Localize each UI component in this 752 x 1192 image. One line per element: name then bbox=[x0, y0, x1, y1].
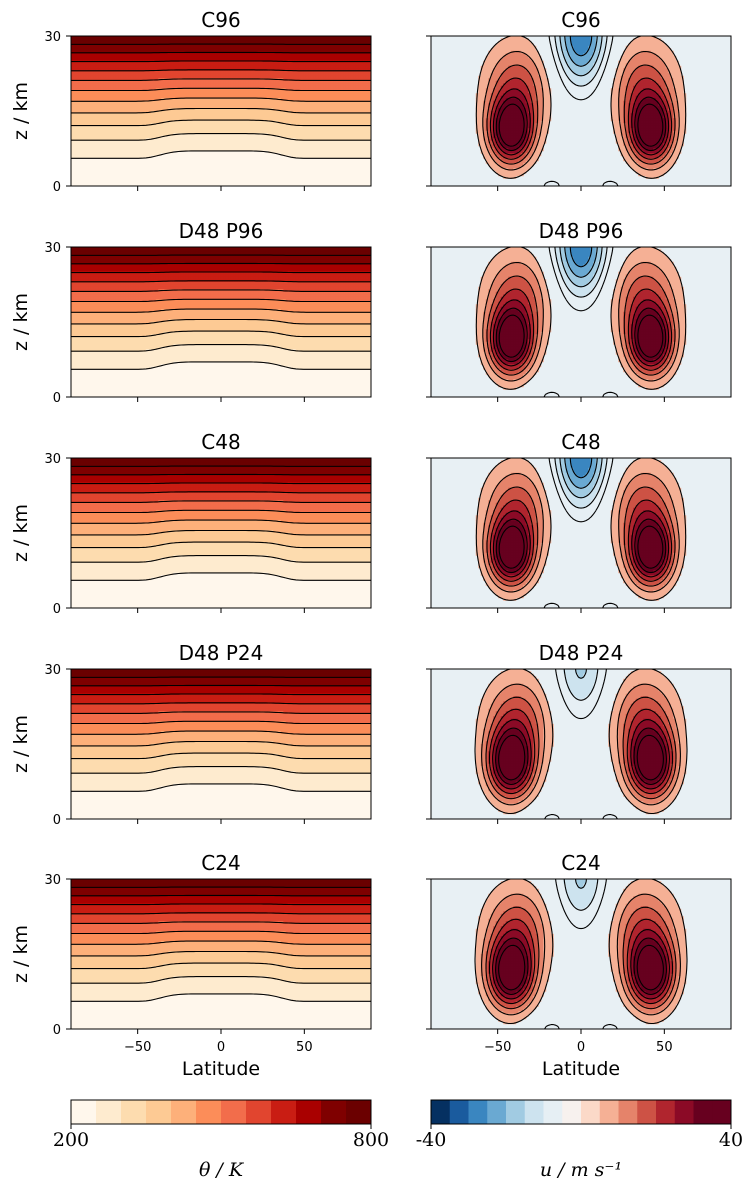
ytick-label: 30 bbox=[44, 241, 61, 256]
panel-title: C24 bbox=[201, 851, 240, 875]
colorbar-swatch bbox=[346, 1100, 372, 1124]
panel-theta-2: C48 30 0 z / km bbox=[10, 430, 372, 617]
panel-title: C96 bbox=[201, 8, 240, 32]
colorbar-max-label: 800 bbox=[353, 1129, 389, 1151]
x-axis-label: Latitude bbox=[542, 1058, 620, 1080]
colorbar-swatch bbox=[693, 1100, 713, 1124]
contour-lines bbox=[71, 886, 371, 1002]
colorbar-swatch bbox=[96, 1100, 122, 1124]
y-axis-label: z / km bbox=[10, 82, 32, 140]
colorbar-swatch bbox=[71, 1100, 97, 1124]
panel-theta-4: C24 30 0 z / km −50 0 50 Latitude bbox=[10, 851, 372, 1080]
contour-fill bbox=[431, 669, 731, 819]
ytick-label: 30 bbox=[44, 663, 61, 678]
contour-fill bbox=[71, 879, 371, 1029]
colorbar-swatch bbox=[637, 1100, 657, 1124]
colorbar-swatch bbox=[246, 1100, 272, 1124]
colorbar-swatch bbox=[543, 1100, 563, 1124]
contour-fill bbox=[431, 36, 731, 186]
xtick-label: 0 bbox=[577, 1040, 585, 1055]
contour-lines bbox=[474, 669, 688, 819]
x-axis-label: Latitude bbox=[182, 1058, 260, 1080]
colorbar-label: θ / K bbox=[199, 1159, 245, 1181]
colorbar-swatch bbox=[618, 1100, 638, 1124]
xtick-label: −50 bbox=[484, 1040, 511, 1055]
contour-fill bbox=[71, 458, 371, 608]
colorbar-swatch bbox=[468, 1100, 488, 1124]
panel-u-1: D48 P96 bbox=[426, 219, 732, 402]
colorbar-swatch bbox=[562, 1100, 582, 1124]
colorbar-swatch bbox=[581, 1100, 601, 1124]
contour-lines bbox=[71, 43, 371, 159]
contour-lines bbox=[475, 36, 687, 186]
colorbar-swatch bbox=[146, 1100, 172, 1124]
panel-u-4: C24 −50 0 50 Latitude bbox=[426, 851, 732, 1080]
panel-title: C48 bbox=[201, 430, 240, 454]
panel-theta-1: D48 P96 30 0 z / km bbox=[10, 219, 372, 406]
contour-lines bbox=[474, 879, 688, 1029]
colorbar-swatch bbox=[487, 1100, 507, 1124]
colorbar-swatch bbox=[524, 1100, 544, 1124]
ytick-label: 0 bbox=[53, 180, 61, 195]
contour-lines bbox=[475, 458, 687, 608]
ytick-label: 0 bbox=[53, 813, 61, 828]
colorbar-swatch bbox=[599, 1100, 619, 1124]
colorbar-min-label: -40 bbox=[416, 1129, 447, 1151]
contour-lines bbox=[71, 254, 371, 370]
panel-title: C24 bbox=[561, 851, 600, 875]
colorbar-theta: 200 800 θ / K bbox=[53, 1099, 389, 1181]
colorbar-swatch bbox=[221, 1100, 247, 1124]
ytick-label: 30 bbox=[44, 873, 61, 888]
colorbar-swatch bbox=[674, 1100, 694, 1124]
y-axis-label: z / km bbox=[10, 293, 32, 351]
panel-u-0: C96 bbox=[426, 8, 732, 191]
colorbar-min-label: 200 bbox=[53, 1129, 89, 1151]
panel-title: C96 bbox=[561, 8, 600, 32]
ytick-label: 0 bbox=[53, 602, 61, 617]
contour-lines bbox=[475, 247, 687, 397]
y-axis-label: z / km bbox=[10, 925, 32, 983]
colorbar-u: -40 40 u / m s⁻¹ bbox=[416, 1099, 743, 1181]
y-axis-label: z / km bbox=[10, 715, 32, 773]
xtick-label: 50 bbox=[296, 1040, 313, 1055]
colorbar-swatch bbox=[321, 1100, 347, 1124]
panel-title: D48 P24 bbox=[179, 641, 264, 665]
panel-u-2: C48 bbox=[426, 430, 732, 613]
colorbar-swatch bbox=[506, 1100, 526, 1124]
ytick-label: 30 bbox=[44, 30, 61, 45]
panel-theta-0: C96 30 0 z / km bbox=[10, 8, 372, 195]
ytick-label: 30 bbox=[44, 452, 61, 467]
panel-theta-3: D48 P24 30 0 z / km bbox=[10, 641, 372, 828]
xtick-label: −50 bbox=[124, 1040, 151, 1055]
colorbar-swatch bbox=[431, 1100, 451, 1124]
contour-fill bbox=[71, 36, 371, 186]
ytick-label: 0 bbox=[53, 1023, 61, 1038]
panel-title: D48 P24 bbox=[539, 641, 624, 665]
colorbar-label: u / m s⁻¹ bbox=[540, 1159, 622, 1181]
colorbar-swatch bbox=[656, 1100, 676, 1124]
colorbar-swatch bbox=[271, 1100, 297, 1124]
colorbar-swatch bbox=[121, 1100, 147, 1124]
ytick-label: 0 bbox=[53, 391, 61, 406]
colorbar-swatch bbox=[196, 1100, 222, 1124]
panel-u-3: D48 P24 bbox=[426, 641, 732, 824]
contour-lines bbox=[71, 676, 371, 792]
panel-title: D48 P96 bbox=[539, 219, 624, 243]
panel-title: C48 bbox=[561, 430, 600, 454]
contour-lines bbox=[71, 465, 371, 581]
colorbar-swatch bbox=[712, 1100, 732, 1124]
colorbar-swatch bbox=[171, 1100, 197, 1124]
contour-fill bbox=[71, 669, 371, 819]
colorbar-max-label: 40 bbox=[719, 1129, 743, 1151]
contour-fill bbox=[71, 247, 371, 397]
xtick-label: 50 bbox=[656, 1040, 673, 1055]
contour-fill bbox=[431, 879, 731, 1029]
xtick-label: 0 bbox=[217, 1040, 225, 1055]
colorbar-swatch bbox=[449, 1100, 469, 1124]
panel-title: D48 P96 bbox=[179, 219, 264, 243]
y-axis-label: z / km bbox=[10, 504, 32, 562]
colorbar-swatch bbox=[296, 1100, 322, 1124]
